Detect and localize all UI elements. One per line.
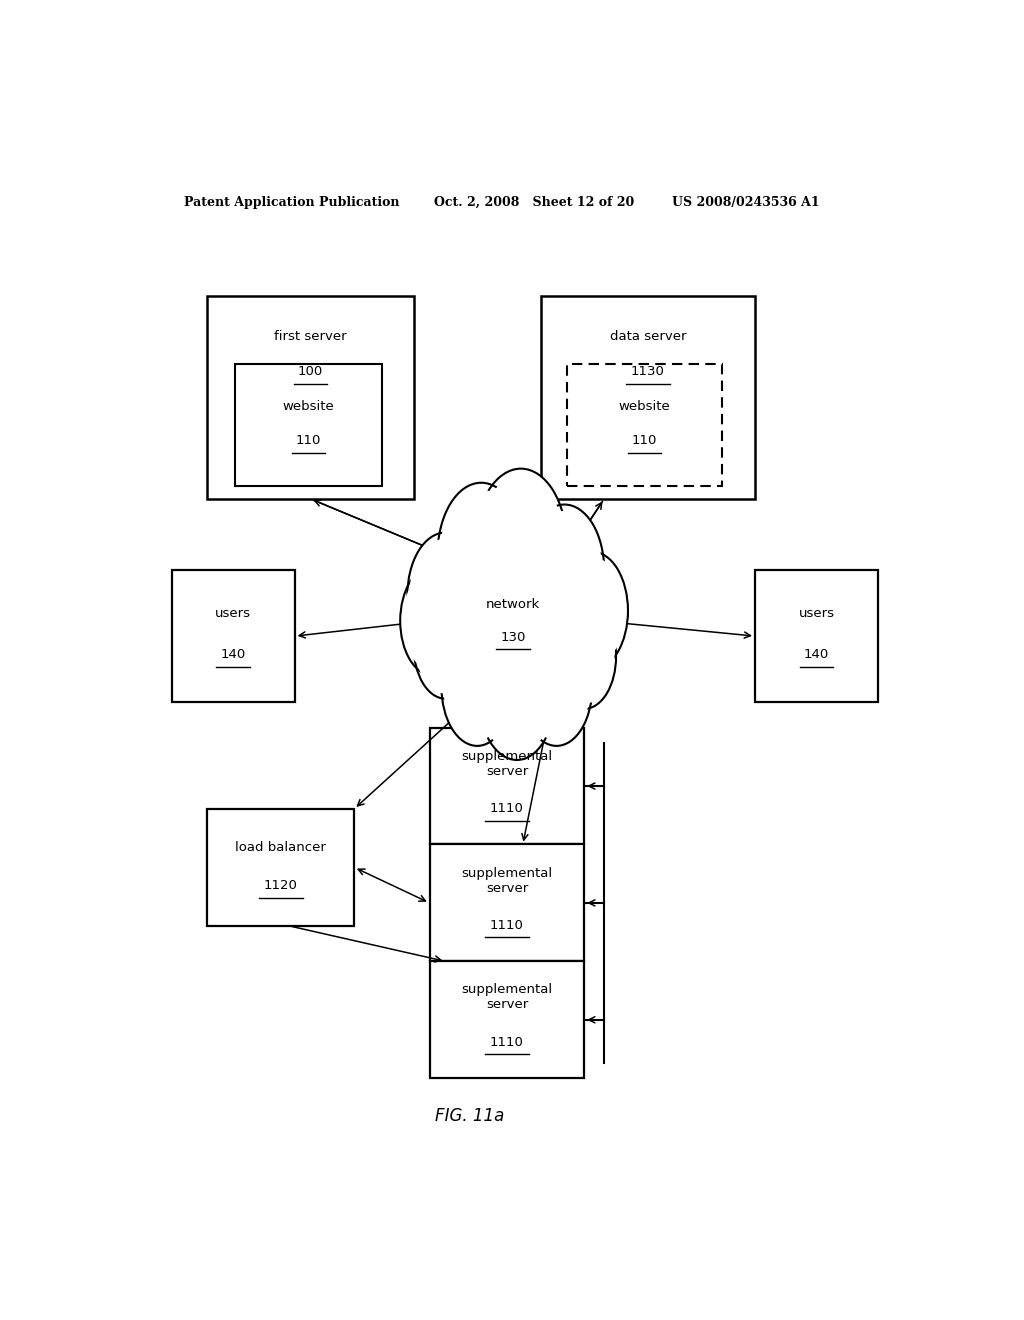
Ellipse shape bbox=[480, 640, 553, 754]
Bar bbox=[430, 961, 585, 1078]
Ellipse shape bbox=[430, 543, 596, 700]
Text: 1110: 1110 bbox=[490, 801, 524, 814]
Bar bbox=[430, 727, 585, 845]
Text: 1130: 1130 bbox=[631, 366, 665, 379]
Ellipse shape bbox=[443, 634, 511, 741]
Ellipse shape bbox=[408, 532, 483, 659]
Ellipse shape bbox=[401, 572, 465, 671]
Ellipse shape bbox=[437, 483, 525, 627]
Text: supplemental
server: supplemental server bbox=[462, 983, 553, 1011]
Bar bbox=[236, 364, 382, 486]
Bar bbox=[541, 296, 755, 499]
Ellipse shape bbox=[557, 552, 628, 669]
Ellipse shape bbox=[554, 609, 614, 704]
Text: supplemental
server: supplemental server bbox=[462, 750, 553, 777]
Text: Patent Application Publication: Patent Application Publication bbox=[183, 195, 399, 209]
Text: 1110: 1110 bbox=[490, 1036, 524, 1048]
Ellipse shape bbox=[526, 511, 602, 630]
Ellipse shape bbox=[410, 539, 481, 652]
Text: 100: 100 bbox=[298, 366, 324, 379]
Ellipse shape bbox=[479, 634, 555, 760]
Ellipse shape bbox=[416, 599, 475, 693]
Ellipse shape bbox=[441, 628, 513, 746]
Text: website: website bbox=[283, 400, 335, 413]
Text: load balancer: load balancer bbox=[236, 841, 327, 854]
Text: users: users bbox=[799, 607, 835, 620]
Bar bbox=[172, 570, 295, 702]
Bar bbox=[755, 570, 878, 702]
Text: website: website bbox=[618, 400, 670, 413]
Ellipse shape bbox=[521, 628, 592, 746]
Ellipse shape bbox=[553, 605, 616, 709]
Text: 110: 110 bbox=[632, 434, 657, 447]
Text: 130: 130 bbox=[500, 631, 525, 644]
Ellipse shape bbox=[475, 469, 567, 620]
Bar bbox=[207, 809, 354, 925]
Text: first server: first server bbox=[274, 330, 347, 343]
Text: 140: 140 bbox=[804, 648, 829, 661]
Ellipse shape bbox=[558, 557, 627, 664]
Text: 1120: 1120 bbox=[264, 879, 298, 892]
Ellipse shape bbox=[414, 594, 477, 698]
Text: US 2008/0243536 A1: US 2008/0243536 A1 bbox=[672, 195, 819, 209]
Ellipse shape bbox=[522, 634, 591, 741]
Text: 1110: 1110 bbox=[490, 919, 524, 932]
Text: users: users bbox=[215, 607, 251, 620]
Text: supplemental
server: supplemental server bbox=[462, 866, 553, 895]
Text: network: network bbox=[485, 598, 540, 611]
Ellipse shape bbox=[524, 504, 604, 635]
Text: FIG. 11a: FIG. 11a bbox=[434, 1107, 504, 1125]
Bar bbox=[567, 364, 722, 486]
Ellipse shape bbox=[433, 549, 592, 693]
Text: 110: 110 bbox=[296, 434, 322, 447]
Ellipse shape bbox=[439, 490, 522, 620]
Text: Oct. 2, 2008   Sheet 12 of 20: Oct. 2, 2008 Sheet 12 of 20 bbox=[433, 195, 634, 209]
Bar bbox=[430, 845, 585, 961]
Bar bbox=[207, 296, 414, 499]
Ellipse shape bbox=[477, 477, 564, 614]
Ellipse shape bbox=[400, 566, 467, 676]
Text: data server: data server bbox=[609, 330, 686, 343]
Text: 140: 140 bbox=[220, 648, 246, 661]
